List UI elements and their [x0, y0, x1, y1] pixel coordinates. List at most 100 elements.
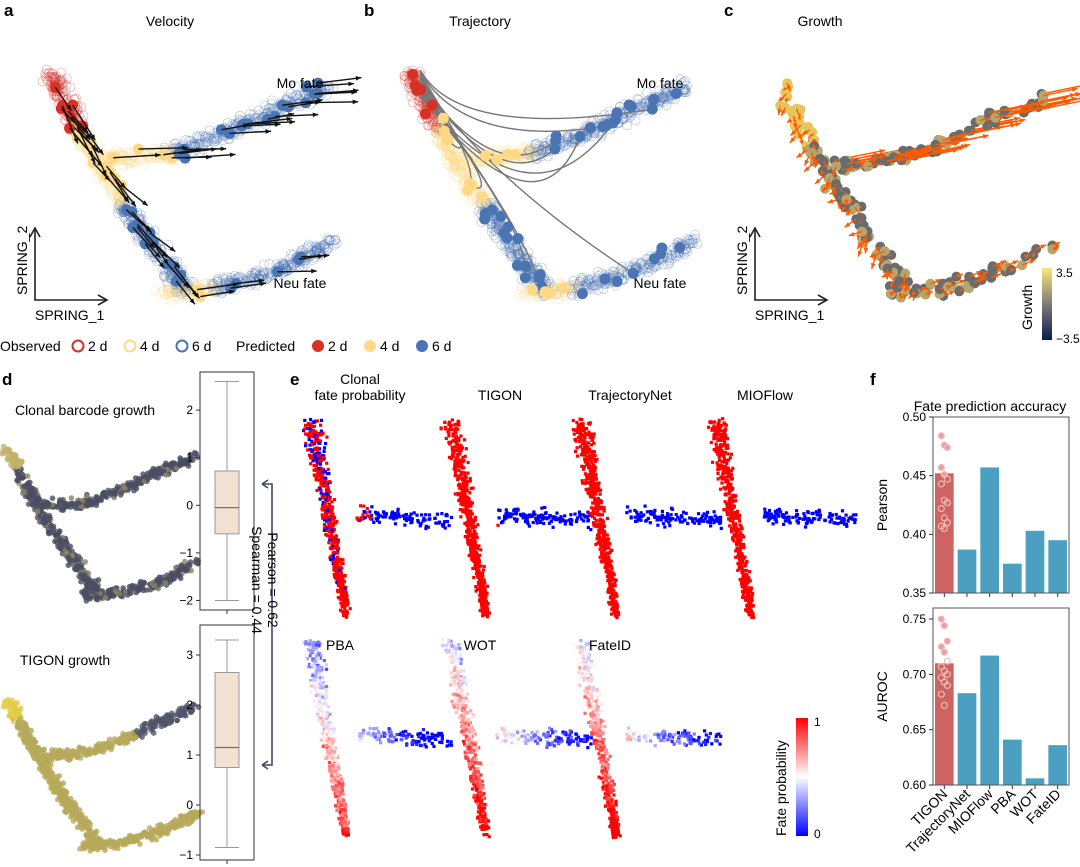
observed-cell	[164, 288, 175, 299]
observed-cell	[165, 282, 175, 293]
predicted-cell	[648, 93, 660, 105]
observed-cell	[278, 259, 289, 270]
legend-predicted-marker	[364, 340, 376, 352]
observed-cell	[123, 159, 134, 169]
cell	[147, 586, 154, 593]
predicted-cell	[527, 284, 538, 296]
observed-cell	[118, 161, 129, 172]
observed-cell	[320, 238, 331, 249]
observed-cell	[306, 245, 317, 255]
panel-title-a: Velocity	[146, 13, 194, 29]
cell	[0, 443, 7, 450]
observed-cell	[311, 244, 322, 255]
observed-cell	[283, 264, 294, 275]
observed-cell	[245, 273, 256, 284]
observed-cell	[163, 239, 174, 250]
cell	[14, 477, 20, 484]
cell	[72, 566, 78, 572]
observed-cell	[212, 275, 223, 286]
observed-cell	[322, 242, 333, 253]
cell	[7, 457, 13, 464]
arrowhead	[352, 99, 359, 105]
observed-cell	[249, 269, 260, 280]
observed-cell	[324, 234, 335, 245]
observed-cell	[43, 68, 54, 79]
predicted-cell	[407, 69, 419, 80]
predicted-cell	[502, 149, 514, 160]
predicted-cell	[584, 122, 596, 134]
cell	[88, 499, 95, 506]
velocity-arrow	[184, 148, 227, 151]
predicted-cell	[419, 108, 431, 120]
observed-cell	[280, 258, 291, 269]
cell	[137, 578, 144, 585]
cell	[133, 485, 140, 492]
observed-cell	[203, 136, 214, 147]
legend-item-label: 2 d	[88, 338, 107, 354]
observed-cell	[106, 186, 117, 197]
observed-cell	[281, 263, 292, 274]
observed-cell	[115, 197, 126, 208]
observed-cell	[266, 95, 277, 106]
observed-cell	[167, 286, 178, 297]
observed-cell	[262, 272, 273, 283]
cell	[144, 476, 151, 482]
cell	[133, 480, 139, 487]
observed-cell	[120, 155, 131, 166]
observed-cell	[155, 288, 166, 299]
cell	[75, 500, 82, 507]
observed-cell	[158, 285, 169, 296]
observed-cell	[331, 238, 342, 249]
arrowhead	[857, 250, 863, 257]
cell	[934, 283, 945, 294]
observed-cell	[149, 252, 160, 263]
observed-cell	[165, 140, 176, 151]
observed-cell	[211, 133, 222, 144]
cell	[64, 540, 70, 547]
observed-cell	[48, 72, 58, 83]
observed-cell	[117, 196, 127, 207]
growth-colorbar	[1042, 268, 1052, 340]
cell	[145, 470, 151, 477]
observed-cell	[203, 284, 214, 295]
observed-cell	[254, 269, 265, 280]
observed-cell	[319, 240, 330, 251]
observed-cell	[311, 245, 322, 256]
observed-cell	[244, 109, 255, 119]
observed-cell	[203, 133, 214, 143]
observed-cell	[315, 242, 326, 253]
observed-cell	[200, 138, 211, 149]
observed-cell	[260, 100, 271, 111]
cell	[68, 495, 75, 501]
cell	[152, 468, 158, 475]
arrowhead	[348, 81, 354, 87]
observed-cell	[182, 281, 193, 292]
arrowhead	[796, 152, 803, 158]
observed-cell	[189, 138, 200, 149]
observed-cell	[246, 273, 257, 284]
observed-cell	[44, 67, 55, 78]
colorbar-min: −3.5	[1056, 332, 1080, 346]
legend-item-label: 2 d	[328, 338, 347, 354]
observed-cell	[302, 241, 313, 252]
panel-label-b: b	[364, 1, 374, 20]
observed-cell	[295, 90, 306, 101]
observed-cell	[172, 286, 183, 297]
cell	[36, 502, 42, 509]
observed-cell	[222, 272, 233, 283]
observed-cell	[264, 258, 275, 269]
observed-cell	[278, 260, 289, 271]
observed-cell	[208, 279, 218, 290]
cell	[842, 158, 852, 169]
observed-cell	[206, 284, 217, 295]
observed-cell	[212, 134, 223, 145]
observed-cell	[114, 194, 124, 205]
x-axis-label: SPRING_1	[755, 307, 824, 323]
panel-label-a: a	[4, 1, 14, 20]
observed-cell	[40, 68, 51, 79]
observed-cell	[303, 239, 314, 250]
observed-cell	[178, 287, 189, 298]
observed-cell	[325, 235, 336, 246]
observed-cell	[254, 273, 265, 284]
